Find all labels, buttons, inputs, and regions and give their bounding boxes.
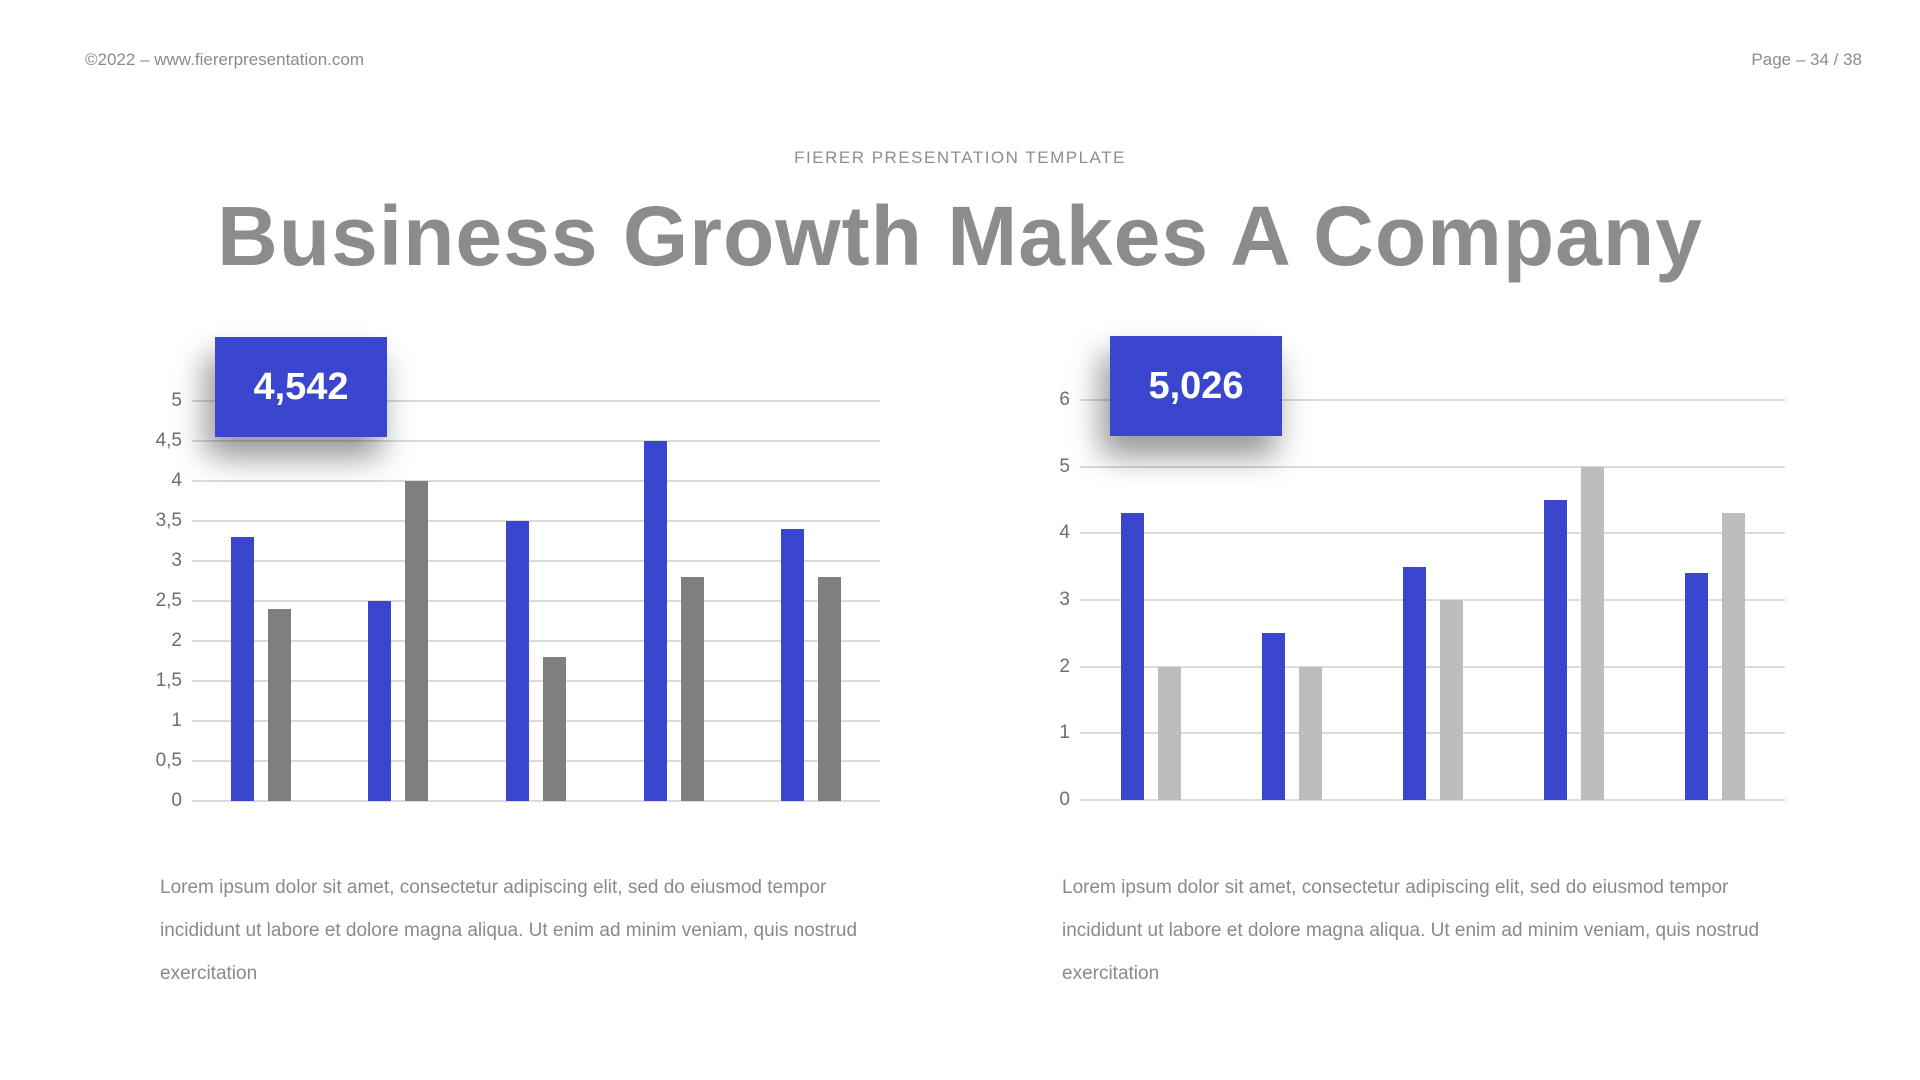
gridline — [1080, 399, 1785, 401]
bar-chart-right: 6 5 4 3 2 1 0 5,026 — [1020, 336, 1785, 810]
gridline — [192, 760, 880, 762]
gridline — [192, 480, 880, 482]
gridline — [1080, 732, 1785, 735]
slide-title: Business Growth Makes A Company — [217, 189, 1703, 283]
bar-chart-left: 5 4,5 4 3,5 3 2,5 2 1,5 1 0,5 0 4,542 — [145, 337, 880, 811]
bar-groups — [192, 401, 880, 801]
y-tick-label: 0,5 — [155, 750, 182, 771]
y-tick-label: 2 — [171, 630, 182, 651]
bar-group — [643, 401, 704, 801]
bar-gray — [405, 481, 429, 801]
bar-gray — [542, 657, 566, 801]
bar-gray — [267, 609, 291, 801]
gridline — [192, 600, 880, 602]
gridline — [1080, 799, 1785, 801]
gridline — [1080, 532, 1785, 535]
y-tick-label: 1 — [1059, 722, 1070, 744]
value-badge-left: 4,542 — [215, 337, 387, 437]
gridline — [192, 800, 880, 802]
bar-group — [1543, 400, 1604, 800]
bar-gray — [1298, 666, 1322, 800]
y-tick-label: 1,5 — [155, 670, 182, 691]
y-tick-label: 1 — [171, 710, 182, 731]
y-tick-label: 2 — [1059, 655, 1070, 677]
bar-group — [230, 401, 291, 801]
gridline — [1080, 465, 1785, 468]
bar-blue — [230, 537, 254, 801]
bar-blue — [1402, 566, 1426, 800]
y-axis-left: 5 4,5 4 3,5 3 2,5 2 1,5 1 0,5 0 — [145, 390, 192, 811]
bar-blue — [1120, 513, 1144, 800]
page-number: Page – 34 / 38 — [1751, 50, 1862, 69]
y-tick-label: 5 — [171, 390, 182, 411]
bar-blue — [1261, 633, 1285, 800]
bar-group — [1402, 400, 1463, 800]
bar-gray — [1157, 666, 1181, 800]
y-axis-right: 6 5 4 3 2 1 0 — [1020, 389, 1080, 810]
y-tick-label: 3,5 — [155, 510, 182, 531]
bar-group — [368, 401, 429, 801]
y-tick-label: 2,5 — [155, 590, 182, 611]
bar-blue — [368, 601, 392, 801]
gridline — [192, 440, 880, 442]
y-tick-label: 4 — [171, 470, 182, 491]
y-tick-label: 4 — [1059, 522, 1070, 544]
gridline — [1080, 665, 1785, 668]
bar-group — [781, 401, 842, 801]
plot-area-left — [192, 400, 880, 802]
bar-group — [1261, 400, 1322, 800]
bar-gray — [1439, 600, 1463, 800]
gridline — [192, 520, 880, 522]
y-tick-label: 5 — [1059, 455, 1070, 477]
bar-blue — [643, 441, 667, 801]
bar-gray — [818, 577, 842, 801]
caption-left: Lorem ipsum dolor sit amet, consectetur … — [160, 877, 858, 984]
y-tick-label: 3 — [1059, 589, 1070, 610]
bar-gray — [1721, 513, 1745, 800]
bar-groups — [1080, 400, 1785, 800]
bar-gray — [1580, 466, 1604, 800]
y-tick-label: 0 — [1059, 789, 1070, 810]
bar-blue — [505, 521, 529, 801]
gridline — [192, 400, 880, 402]
plot-area-right — [1080, 399, 1785, 801]
bar-gray — [680, 577, 704, 801]
gridline — [192, 640, 880, 642]
gridline — [1080, 599, 1785, 601]
y-tick-label: 0 — [171, 790, 182, 811]
bar-blue — [781, 529, 805, 801]
bar-group — [505, 401, 566, 801]
bar-blue — [1543, 500, 1567, 800]
template-kicker: FIERER PRESENTATION TEMPLATE — [794, 148, 1126, 167]
gridline — [192, 720, 880, 722]
gridline — [192, 680, 880, 682]
y-tick-label: 4,5 — [155, 430, 182, 451]
y-tick-label: 3 — [171, 550, 182, 571]
y-tick-label: 6 — [1059, 389, 1070, 410]
bar-blue — [1684, 573, 1708, 800]
caption-right: Lorem ipsum dolor sit amet, consectetur … — [1062, 877, 1760, 984]
copyright-text: ©2022 – www.fiererpresentation.com — [85, 50, 364, 69]
bar-group — [1684, 400, 1745, 800]
bar-group — [1120, 400, 1181, 800]
gridline — [192, 560, 880, 562]
value-badge-right: 5,026 — [1110, 336, 1282, 436]
